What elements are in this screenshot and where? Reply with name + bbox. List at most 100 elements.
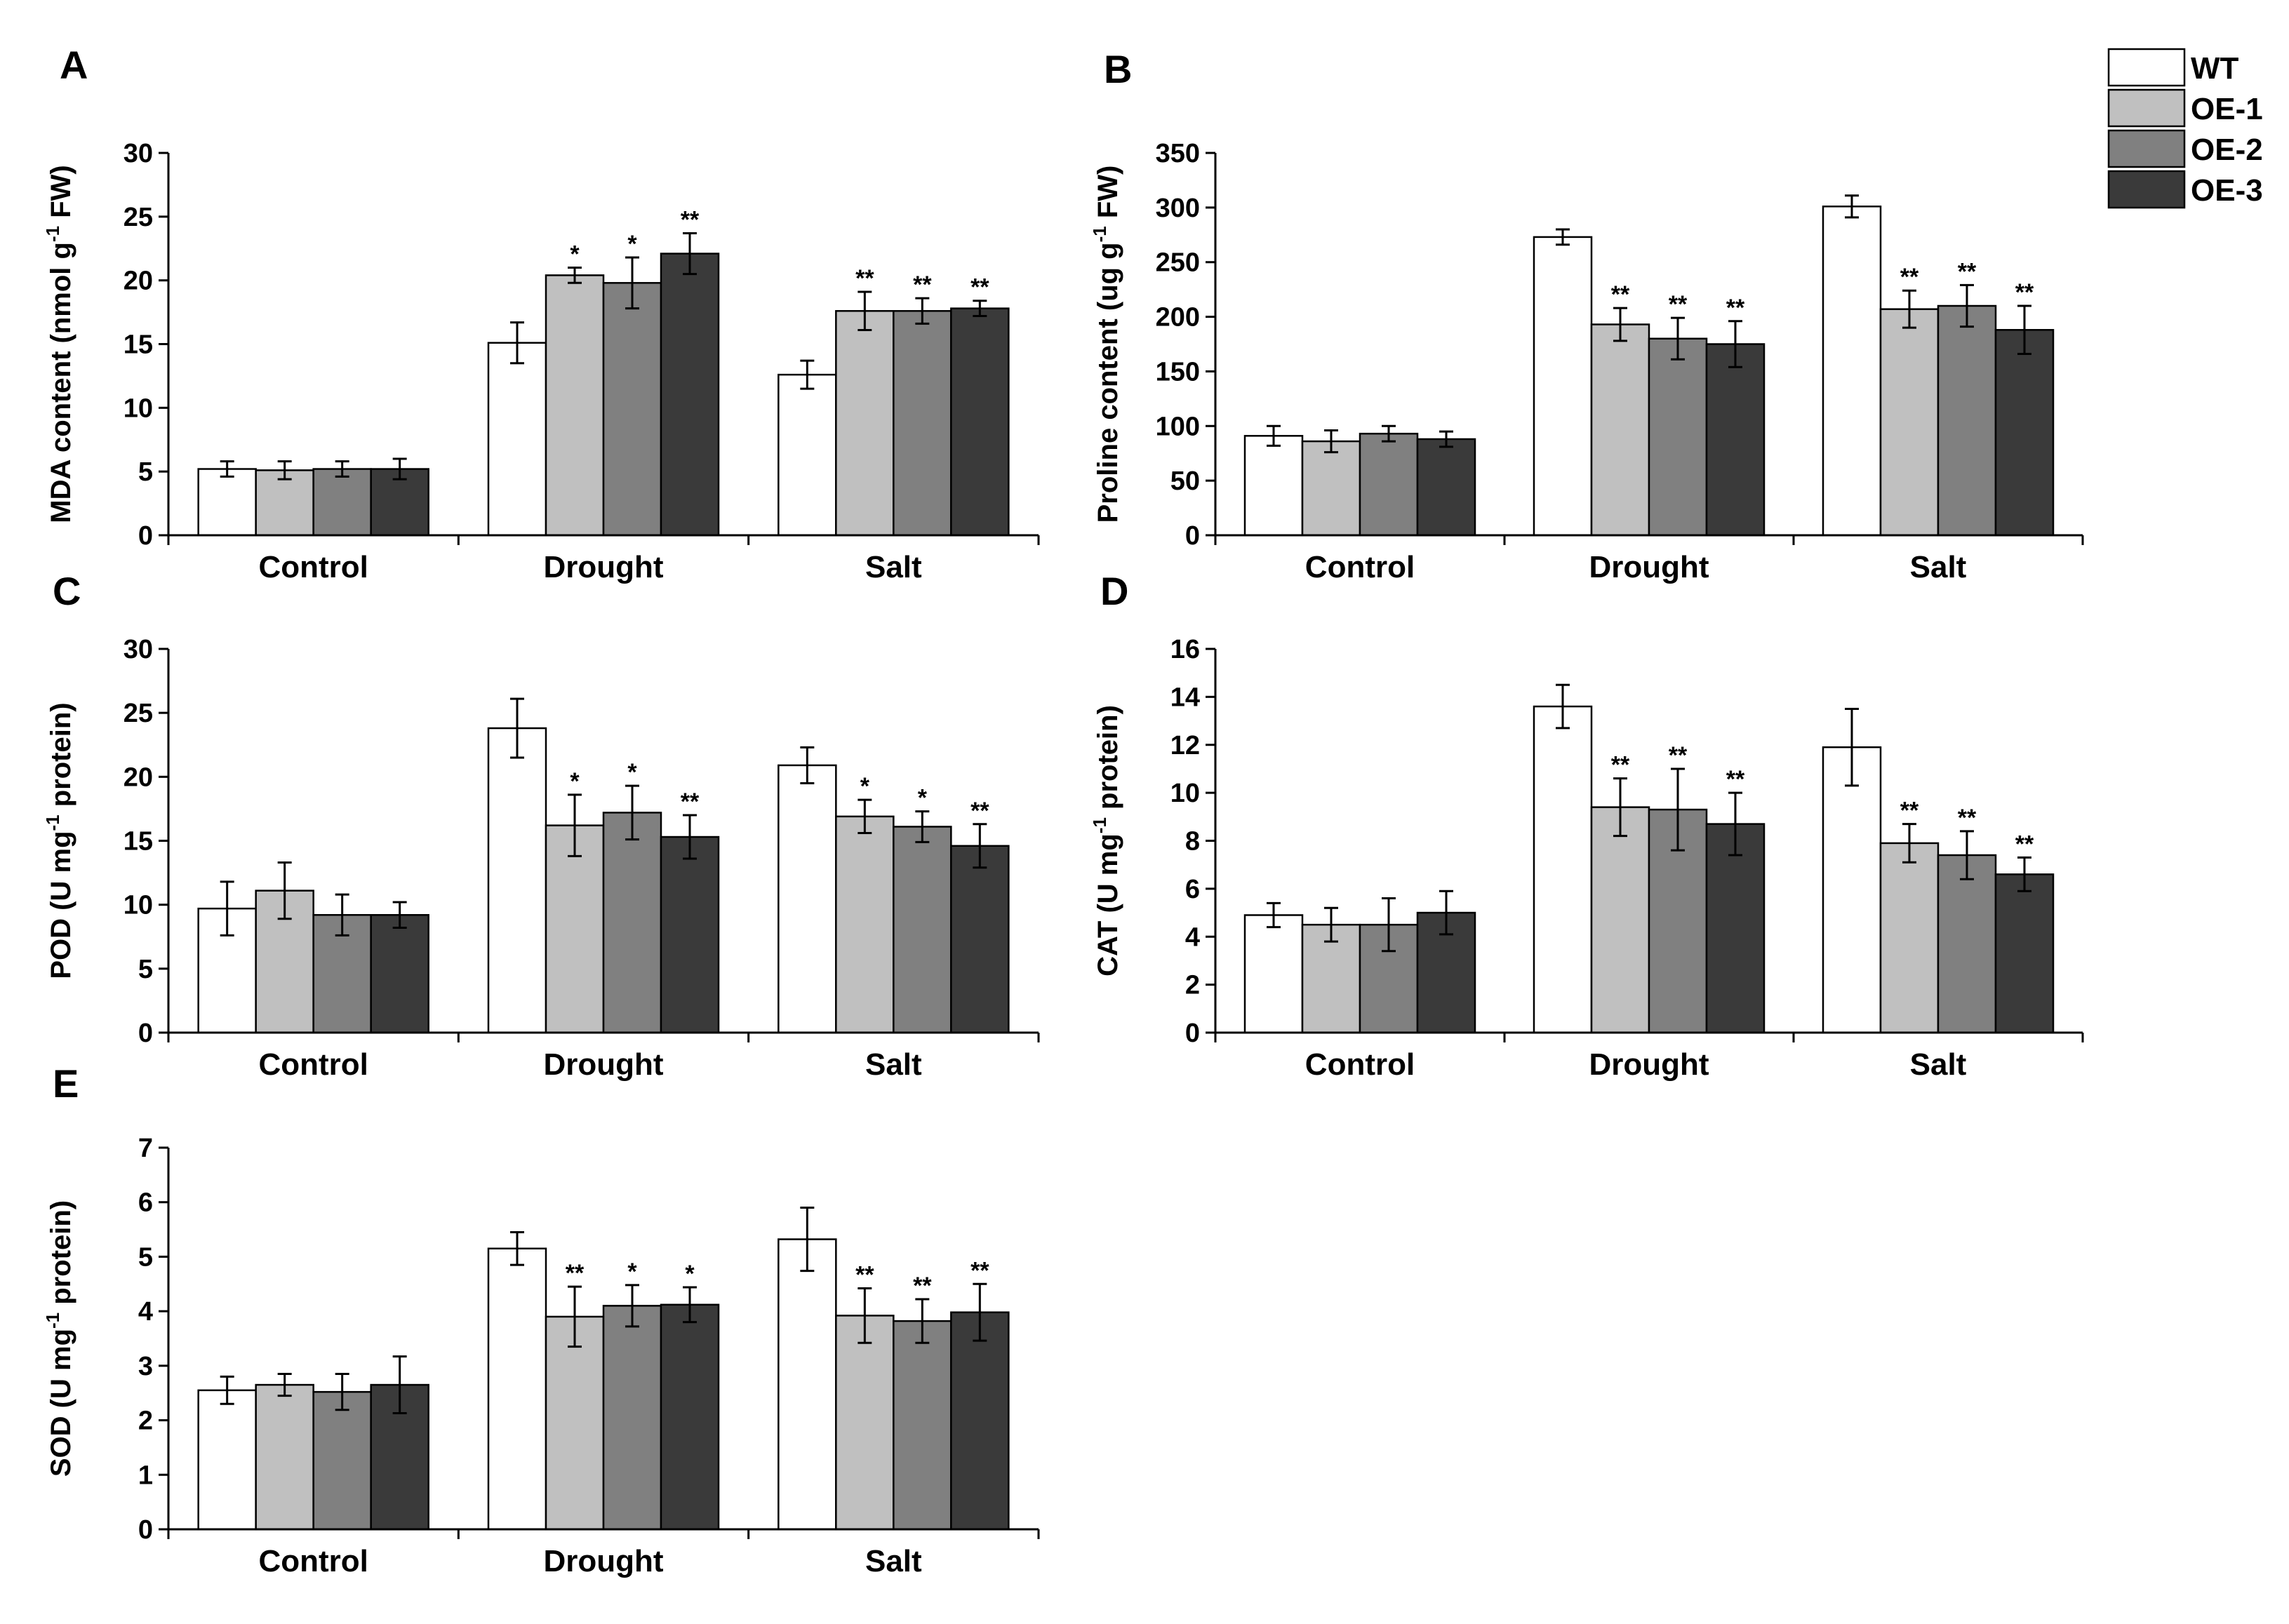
y-tick-label: 6	[138, 1188, 153, 1218]
error-bar	[800, 359, 815, 390]
y-tick-label: 20	[124, 763, 153, 792]
significance-mark: **	[1611, 752, 1630, 779]
error-bar	[392, 1355, 407, 1414]
y-axis-title-main: MDA content (nmol g	[46, 242, 76, 523]
panel-letter: A	[60, 43, 88, 87]
x-category-label: Salt	[1910, 550, 1967, 584]
y-tick-label: 300	[1156, 194, 1200, 223]
significance-mark: **	[681, 788, 700, 815]
error-bar	[1382, 897, 1396, 953]
panel-letter: B	[1104, 47, 1132, 91]
y-axis-title-superscript: -1	[42, 1313, 63, 1329]
y-tick-label: 2	[1185, 971, 1200, 1000]
panel-letter: E	[53, 1061, 79, 1106]
error-bar	[857, 1287, 872, 1344]
significance-mark: **	[970, 274, 989, 301]
significance-mark: **	[1726, 766, 1745, 793]
y-axis-title-unit: FW)	[1093, 166, 1123, 227]
y-tick-label: 16	[1170, 635, 1200, 664]
bar	[835, 815, 895, 1034]
error-bar	[915, 297, 930, 325]
significance-mark: **	[970, 1257, 989, 1284]
error-bar	[1728, 791, 1742, 857]
error-bar	[1439, 430, 1453, 448]
error-bar	[683, 1286, 697, 1324]
bar	[1994, 873, 2055, 1034]
error-bar	[392, 457, 407, 481]
error-bar	[1671, 767, 1685, 852]
x-category-label: Drought	[543, 1047, 663, 1082]
significance-mark: **	[1900, 264, 1919, 290]
bar	[660, 1303, 720, 1531]
error-bar	[625, 256, 639, 310]
error-bar	[277, 460, 292, 481]
y-tick-label: 3	[138, 1352, 153, 1381]
y-tick-label: 6	[1185, 875, 1200, 904]
x-category-label: Salt	[1910, 1047, 1967, 1082]
y-tick-label: 250	[1156, 248, 1200, 278]
y-tick-label: 350	[1156, 139, 1200, 168]
legend-swatch	[2107, 170, 2186, 209]
significance-mark: **	[1669, 742, 1688, 769]
y-tick-label: 0	[138, 1515, 153, 1545]
bar	[197, 1389, 257, 1531]
error-bar	[625, 1284, 639, 1328]
y-axis-title-main: POD (U mg	[46, 831, 76, 979]
bar	[893, 826, 952, 1034]
y-tick-label: 5	[138, 1242, 153, 1272]
significance-mark: *	[627, 231, 637, 257]
y-axis-title-unit: protein)	[1093, 705, 1123, 817]
error-bar	[683, 814, 697, 860]
y-tick-label: 2	[138, 1407, 153, 1436]
significance-mark: *	[685, 1261, 695, 1287]
error-bar	[335, 1373, 349, 1411]
bar	[545, 274, 605, 537]
bar	[602, 812, 662, 1034]
y-axis-title: MDA content (nmol g-1 FW)	[42, 165, 76, 523]
significance-mark: **	[2015, 279, 2034, 306]
bar	[660, 836, 720, 1034]
bar	[602, 1305, 662, 1531]
y-tick-label: 5	[138, 457, 153, 487]
y-axis-title-superscript: -1	[42, 226, 63, 242]
y-axis-title-superscript: -1	[42, 814, 63, 831]
y-tick-label: 25	[124, 203, 153, 232]
y-tick-label: 1	[138, 1461, 153, 1490]
legend-label: OE-3	[2191, 173, 2263, 208]
y-tick-label: 25	[124, 699, 153, 728]
bar	[778, 1238, 837, 1531]
error-bar	[857, 290, 872, 332]
error-bar	[1902, 289, 1916, 329]
panel-B: B ** ** ** ** ** ** 0 50 100 150 200 250 300 350 Contro…	[1089, 47, 2084, 584]
legend-swatch	[2107, 88, 2186, 128]
error-bar	[220, 880, 234, 937]
error-bar	[392, 901, 407, 929]
bar	[487, 1247, 547, 1531]
y-tick-label: 4	[1185, 922, 1200, 952]
panel-letter: D	[1100, 569, 1128, 613]
error-bar	[510, 697, 524, 759]
y-axis-title-superscript: -1	[1089, 817, 1110, 833]
bar	[197, 468, 257, 537]
y-axis-title-main: Proline content (ug g	[1093, 242, 1123, 523]
y-axis-title-unit: protein)	[46, 1200, 76, 1313]
legend-label: OE-1	[2191, 92, 2263, 126]
y-axis-title-main: CAT (U mg	[1093, 833, 1123, 977]
x-category-label: Salt	[865, 1544, 922, 1578]
y-tick-label: 4	[138, 1297, 153, 1327]
error-bar	[1556, 228, 1570, 246]
bar	[835, 1315, 895, 1531]
legend-swatch	[2107, 129, 2186, 168]
error-bar	[1960, 830, 1974, 880]
error-bar	[973, 1282, 987, 1342]
x-category-label: Drought	[1589, 550, 1709, 584]
legend-item: OE-2	[2107, 129, 2263, 168]
y-tick-label: 20	[124, 267, 153, 296]
x-category-label: Salt	[865, 550, 922, 584]
error-bar	[510, 1230, 524, 1266]
x-category-label: Control	[258, 550, 368, 584]
error-bar	[1267, 424, 1281, 447]
